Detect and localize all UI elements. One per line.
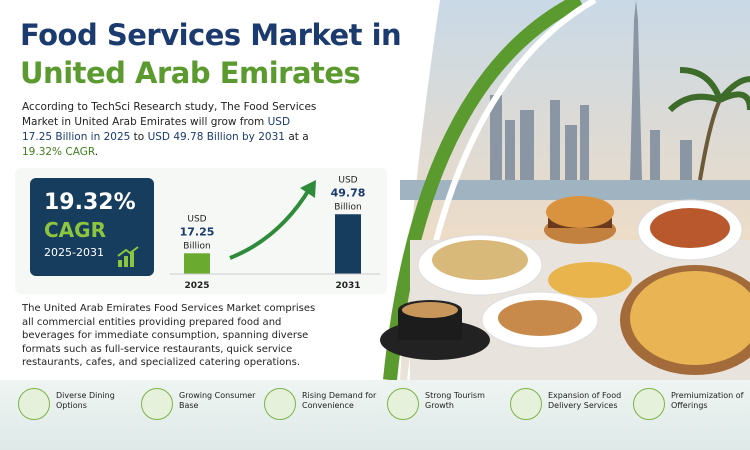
feature-label: Premiumization of Offerings bbox=[671, 391, 744, 410]
feature: Strong Tourism Growth bbox=[387, 388, 507, 428]
intro-text: . bbox=[94, 146, 99, 158]
intro-text: at a bbox=[288, 131, 309, 143]
feature-icon bbox=[264, 388, 296, 420]
intro: According to TechSci Research study, The… bbox=[22, 100, 322, 160]
intro-cagr: 19.32% CAGR bbox=[22, 146, 95, 158]
feature-icon bbox=[510, 388, 542, 420]
feature: Growing Consumer Base bbox=[141, 388, 261, 428]
feature-label: Diverse Dining Options bbox=[56, 391, 115, 410]
cagr-value: 19.32% bbox=[44, 190, 136, 215]
description: The United Arab Emirates Food Services M… bbox=[22, 303, 316, 368]
feature: Rising Demand for Convenience bbox=[264, 388, 384, 428]
bar bbox=[335, 214, 361, 274]
feature: Diverse Dining Options bbox=[18, 388, 138, 428]
feature: Expansion of Food Delivery Services bbox=[510, 388, 630, 428]
cagr-box: 19.32% CAGR 2025-2031 bbox=[30, 178, 154, 276]
feature: Premiumization of Offerings bbox=[633, 388, 750, 428]
feature-icon bbox=[18, 388, 50, 420]
growth-icon bbox=[117, 246, 139, 267]
feature-icon bbox=[387, 388, 419, 420]
cagr-period: 2025-2031 bbox=[44, 246, 104, 259]
title: Food Services Market in bbox=[20, 18, 402, 52]
feature-label: Growing Consumer Base bbox=[179, 391, 256, 410]
intro-text: According to TechSci Research study, The… bbox=[22, 101, 317, 128]
bar bbox=[184, 253, 210, 274]
intro-start: USD 17.25 Billion in 2025 bbox=[22, 116, 291, 143]
intro-end: USD 49.78 Billion by 2031 bbox=[147, 131, 285, 143]
cagr-label: CAGR bbox=[44, 218, 106, 242]
bar-value: 17.25 bbox=[180, 225, 215, 238]
bar-unit: USD bbox=[187, 214, 206, 224]
feature-icon bbox=[633, 388, 665, 420]
feature-label: Strong Tourism Growth bbox=[425, 391, 485, 410]
feature-strip bbox=[0, 380, 750, 450]
title: United Arab Emirates bbox=[20, 56, 361, 90]
bar-year: 2031 bbox=[335, 281, 360, 291]
feature-label: Rising Demand for Convenience bbox=[302, 391, 377, 410]
hero-image bbox=[380, 0, 750, 380]
feature-label: Expansion of Food Delivery Services bbox=[548, 391, 622, 410]
feature-icon bbox=[141, 388, 173, 420]
bar-value: 49.78 bbox=[331, 186, 366, 199]
bar-year: 2025 bbox=[184, 281, 209, 291]
bar-scale: Billion bbox=[334, 202, 361, 212]
intro-text: to bbox=[133, 131, 145, 143]
bar-scale: Billion bbox=[183, 241, 210, 251]
bar-unit: USD bbox=[338, 175, 357, 185]
